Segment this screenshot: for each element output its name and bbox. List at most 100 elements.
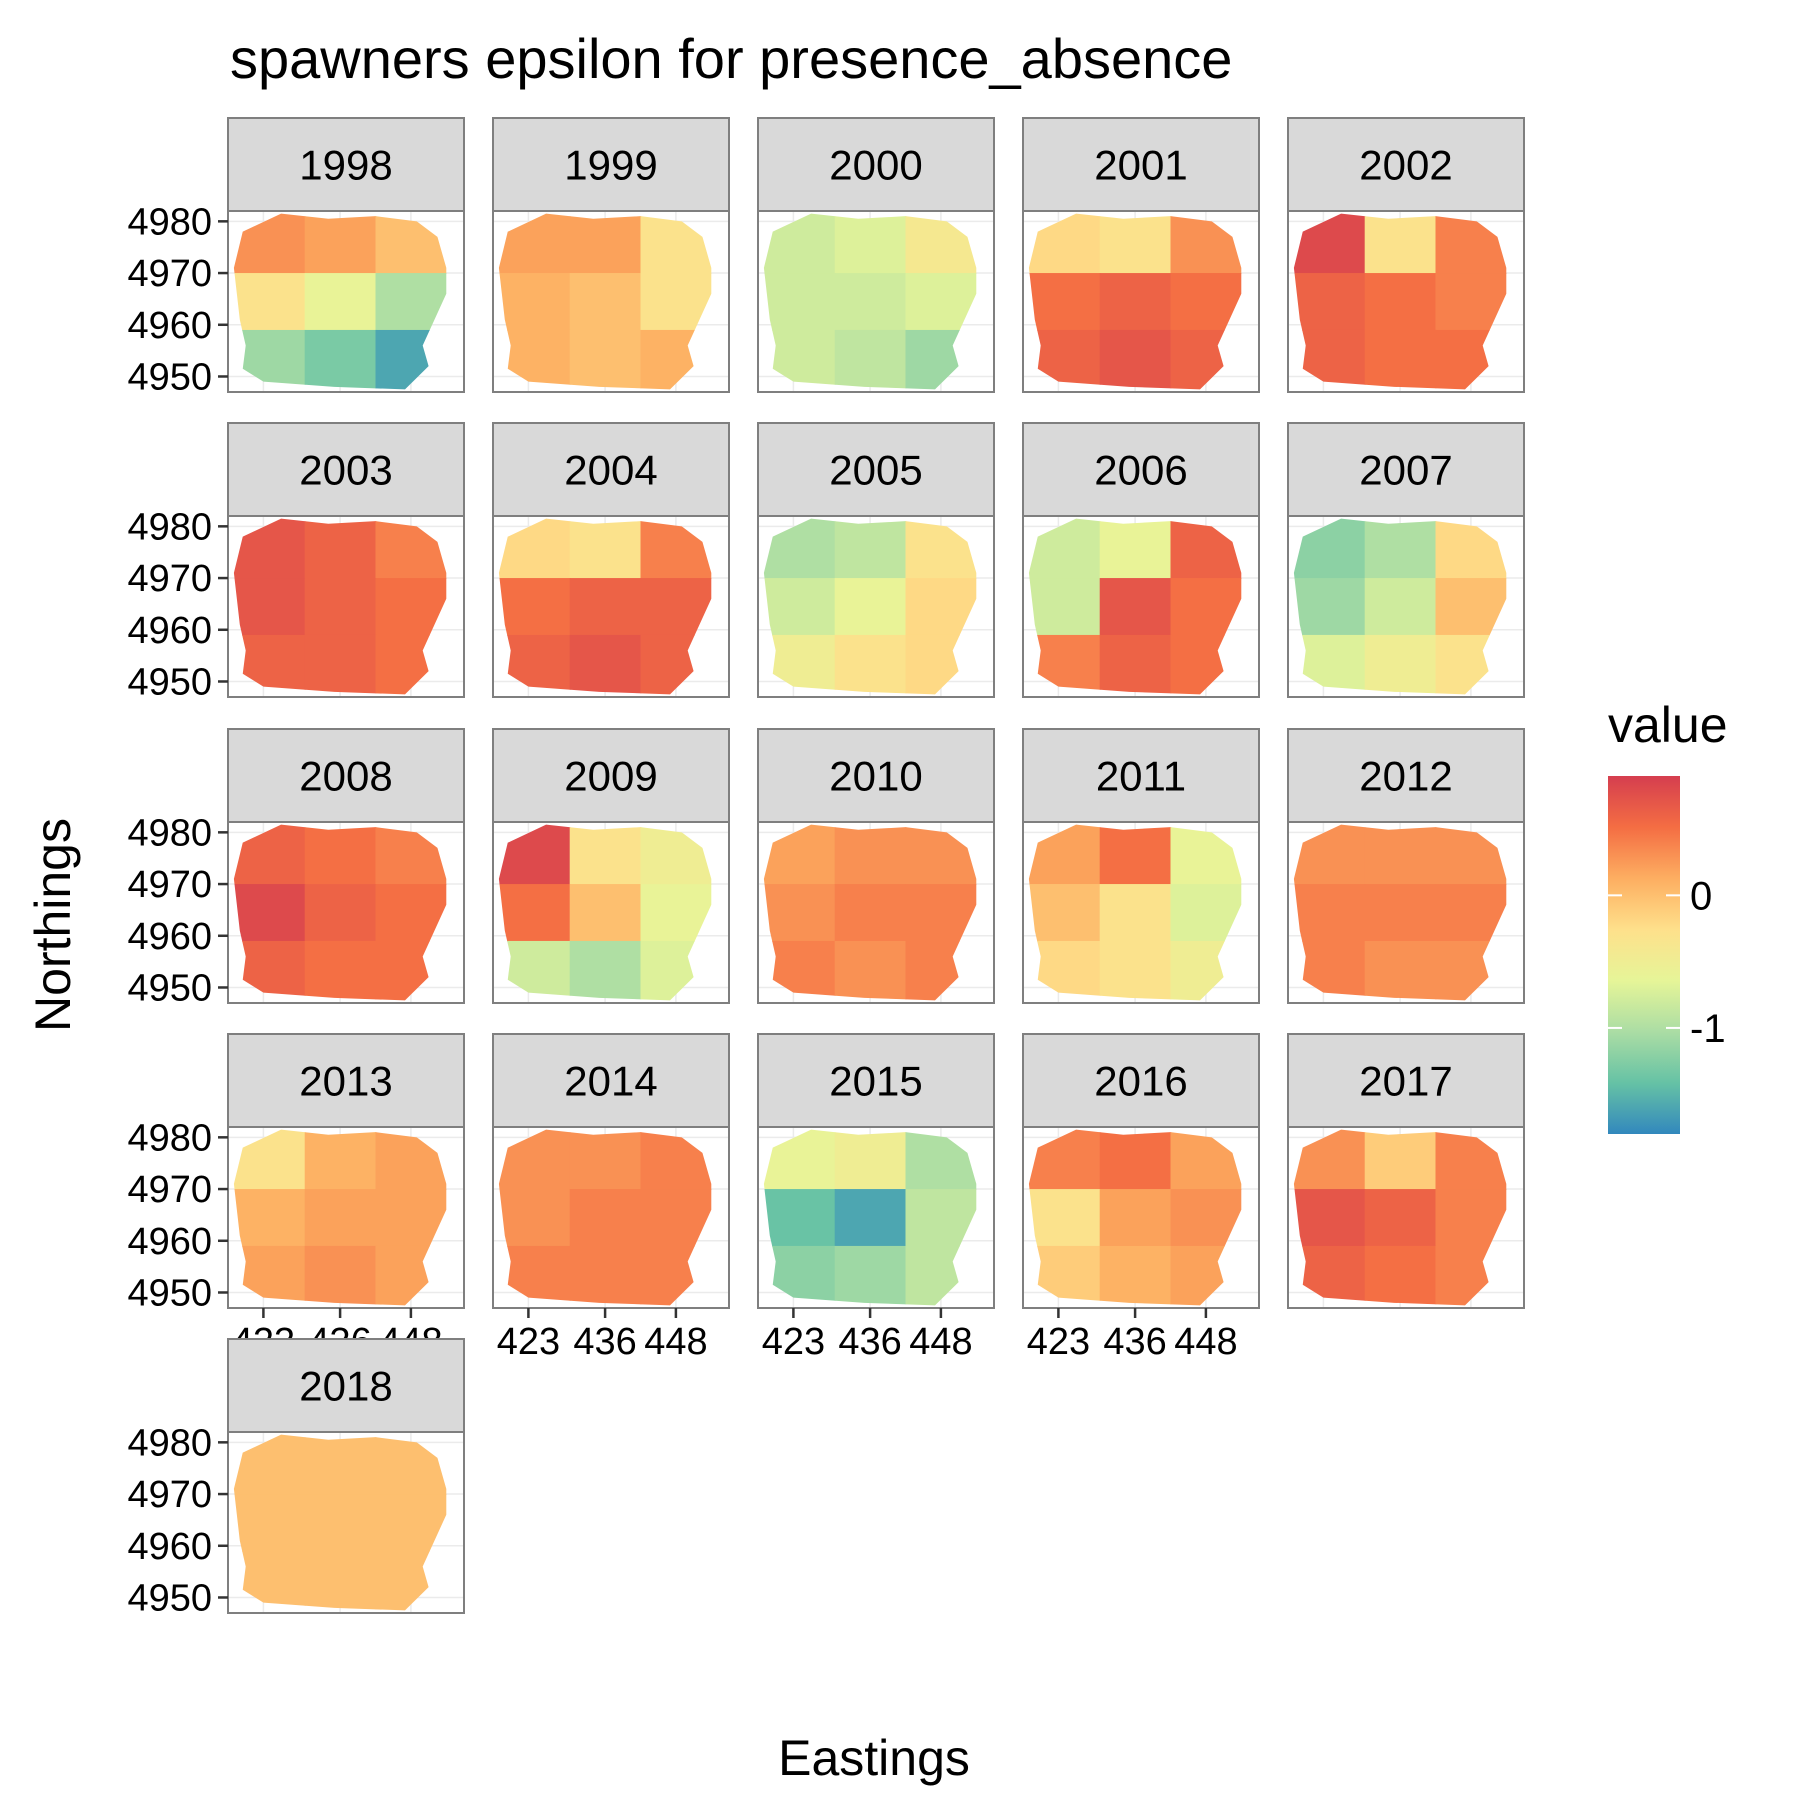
y-tick-label: 4960 (127, 305, 212, 347)
zone-cell (763, 578, 836, 636)
facet-panel: 2009 (492, 728, 730, 1004)
facet-panel: 1999 (492, 117, 730, 393)
facet-strip (492, 117, 730, 212)
x-tick-label: 436 (838, 1321, 901, 1363)
zone-cell (1099, 884, 1172, 942)
y-axis-label: Northings (25, 818, 81, 1032)
zone-cell (569, 329, 642, 390)
x-tick-label: 448 (1174, 1321, 1237, 1363)
zone-cell (304, 273, 377, 331)
panel-border (227, 1126, 465, 1309)
panel-border (492, 1126, 730, 1309)
zone-cell (834, 1129, 907, 1190)
spatial-field (763, 1129, 977, 1306)
panel-border (492, 821, 730, 1004)
x-tick-label: 423 (762, 1321, 825, 1363)
zone-cell (498, 884, 571, 942)
panel-border (1022, 1126, 1260, 1309)
facet-strip-label: 2000 (829, 142, 922, 189)
spatial-field (763, 518, 977, 695)
facet-panel: 2007 (1287, 422, 1525, 698)
zone-cell (763, 1189, 836, 1247)
facet-strip-label: 1999 (564, 142, 657, 189)
facet-panel: 2015 423 436 448 (757, 1033, 995, 1363)
zone-cell (834, 578, 907, 636)
facet-strip-label: 2002 (1359, 142, 1452, 189)
facet-strip-label: 2014 (564, 1058, 657, 1105)
legend-colorbar (1608, 776, 1680, 1134)
spatial-field (1028, 518, 1242, 695)
x-tick-label: 423 (497, 1321, 560, 1363)
zone-cell (304, 634, 377, 695)
facet-strip-label: 2008 (299, 753, 392, 800)
zone-cell (304, 1550, 377, 1611)
facet-strip-label: 2010 (829, 753, 922, 800)
zone-cell (304, 518, 377, 579)
zone-cell (1099, 213, 1172, 274)
legend-tick-label: 0 (1690, 874, 1712, 918)
spatial-field (1293, 1129, 1507, 1306)
zone-cell (569, 634, 642, 695)
panel-border (757, 1126, 995, 1309)
zone-cell (834, 884, 907, 942)
zone-cell (834, 273, 907, 331)
facet-strip-label: 2009 (564, 753, 657, 800)
zone-cell (304, 213, 377, 274)
facet-strip-label: 2017 (1359, 1058, 1452, 1105)
facet-strip (757, 1033, 995, 1128)
zone-cell (834, 213, 907, 274)
facet-panel: 2001 (1022, 117, 1260, 393)
zone-cell (763, 273, 836, 331)
legend: value 0 -1 (1608, 697, 1728, 1134)
panel-border (1022, 210, 1260, 393)
y-tick-label: 4980 (127, 1422, 212, 1464)
zone-cell (1099, 940, 1172, 1001)
y-tick-label: 4970 (127, 864, 212, 906)
zone-cell (569, 940, 642, 1001)
zone-cell (304, 1494, 377, 1552)
zone-cell (233, 578, 306, 636)
y-tick-label: 4950 (127, 661, 212, 703)
facet-strip-label: 2007 (1359, 447, 1452, 494)
y-tick-label: 4980 (127, 506, 212, 548)
y-tick-label: 4980 (127, 812, 212, 854)
zone-cell (1364, 578, 1437, 636)
facet-strip (1287, 1033, 1525, 1128)
y-tick-label: 4960 (127, 916, 212, 958)
facet-panel: 2010 (757, 728, 995, 1004)
x-tick-label: 423 (1027, 1321, 1090, 1363)
facet-panels: 1998 4950 4960 4970 4980 1999 2000 2001 2002 2003… (127, 117, 1525, 1619)
facet-strip (227, 117, 465, 212)
zone-cell (304, 329, 377, 390)
zone-cell (569, 578, 642, 636)
facet-panel: 2008 4950 4960 4970 4980 (127, 728, 465, 1009)
zone-cell (304, 940, 377, 1001)
zone-cell (834, 1189, 907, 1247)
legend-tick-label: -1 (1690, 1007, 1726, 1051)
panel-border (227, 821, 465, 1004)
facet-strip (492, 1033, 730, 1128)
facet-strip (1287, 422, 1525, 517)
zone-cell (1099, 578, 1172, 636)
zone-cell (304, 1189, 377, 1247)
facet-strip (1287, 728, 1525, 823)
facet-strip-label: 2018 (299, 1363, 392, 1410)
zone-cell (1099, 1189, 1172, 1247)
facet-panel: 2000 (757, 117, 995, 393)
panel-border (227, 1431, 465, 1614)
zone-cell (304, 1434, 377, 1495)
spatial-field (1293, 213, 1507, 390)
y-tick-label: 4950 (127, 1577, 212, 1619)
zone-cell (1364, 1189, 1437, 1247)
spatial-field (498, 1129, 712, 1306)
spatial-field (233, 518, 447, 695)
zone-cell (834, 940, 907, 1001)
zone-cell (1293, 578, 1366, 636)
y-tick-label: 4980 (127, 201, 212, 243)
zone-cell (1099, 1129, 1172, 1190)
zone-cell (1364, 884, 1437, 942)
facet-panel: 2014 423 436 448 (492, 1033, 730, 1363)
facet-strip (1022, 1033, 1260, 1128)
facet-strip (1287, 117, 1525, 212)
legend-title: value (1608, 697, 1728, 753)
